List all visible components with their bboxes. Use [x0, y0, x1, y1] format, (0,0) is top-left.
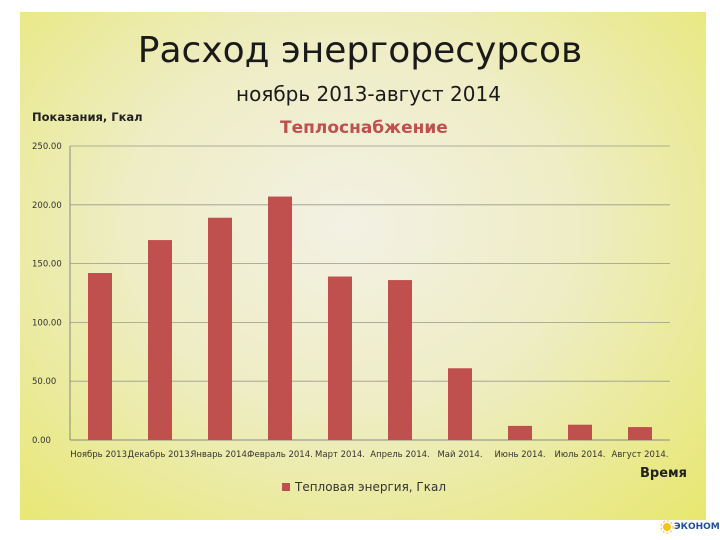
- x-tick-label: Июнь 2014.: [494, 450, 545, 460]
- x-axis-label: Время: [640, 466, 688, 481]
- x-tick-label: Декабрь 2013.: [128, 450, 193, 460]
- y-tick-label: 150.00: [32, 260, 62, 270]
- x-tick-label: Апрель 2014.: [370, 450, 429, 460]
- x-tick-label: Март 2014.: [315, 450, 365, 460]
- bar: [388, 280, 412, 440]
- y-tick-label: 250.00: [32, 142, 62, 152]
- bar: [508, 425, 532, 440]
- bar: [208, 217, 232, 440]
- legend-label: Тепловая энергия, Гкал: [295, 480, 447, 494]
- bar: [448, 368, 472, 440]
- bar: [628, 427, 652, 440]
- y-axis-label: Показания, Гкал: [32, 110, 143, 124]
- logo-text: ЭКОНОМ: [674, 522, 720, 532]
- legend-swatch: [282, 483, 290, 491]
- y-tick-label: 0.00: [32, 436, 51, 446]
- bar: [268, 196, 292, 440]
- x-tick-label: Январь 2014.: [190, 450, 249, 460]
- x-tick-label: Февраль 2014.: [247, 450, 313, 460]
- x-tick-label: Июль 2014.: [555, 450, 606, 460]
- x-tick-label: Май 2014.: [437, 450, 482, 460]
- bar: [568, 424, 592, 440]
- sun-logo-icon: [660, 520, 674, 534]
- logo: ЭКОНОМ: [660, 520, 720, 534]
- chart-legend: Тепловая энергия, Гкал: [282, 480, 446, 494]
- bar: [88, 273, 112, 440]
- slide-title: Расход энергоресурсов: [137, 30, 583, 71]
- x-tick-label: Ноябрь 2013.: [70, 450, 129, 460]
- bar: [148, 240, 172, 440]
- slide-subtitle: ноябрь 2013-август 2014: [236, 82, 501, 106]
- x-tick-label: Август 2014.: [612, 450, 669, 460]
- y-tick-label: 200.00: [32, 201, 62, 211]
- chart-title: Теплоснабжение: [280, 118, 448, 138]
- y-tick-label: 50.00: [32, 377, 56, 387]
- bar: [328, 276, 352, 440]
- y-tick-label: 100.00: [32, 318, 62, 328]
